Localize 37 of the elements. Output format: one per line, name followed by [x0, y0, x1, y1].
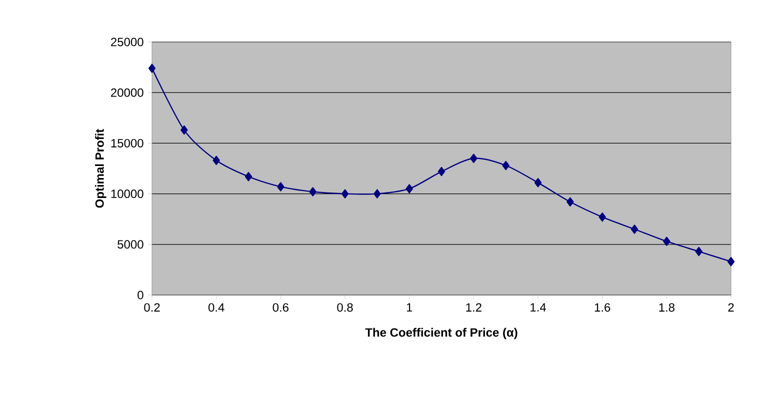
- point: [695, 246, 702, 256]
- point: [309, 187, 316, 196]
- x-tick-label: 1.4: [530, 303, 546, 312]
- x-tick-label: 1.6: [594, 303, 610, 312]
- y-tick-label: 25000: [111, 38, 144, 46]
- x-tick-label: 1: [406, 303, 412, 312]
- point: [566, 197, 574, 206]
- point: [212, 156, 220, 166]
- x-tick-label: 0.4: [208, 303, 224, 312]
- y-tick-label: 10000: [111, 190, 144, 198]
- point: [630, 224, 638, 234]
- x-tick-label: 0.8: [337, 303, 353, 312]
- point: [727, 257, 735, 266]
- point: [598, 212, 606, 222]
- x-axis-title: The Coefficient of Price (α): [365, 328, 518, 340]
- point: [502, 160, 510, 170]
- point: [438, 166, 446, 176]
- x-tick-label: 0.6: [272, 303, 288, 312]
- y-axis-title: Optimal Profit: [95, 128, 106, 208]
- x-tick-label: 2: [728, 303, 734, 312]
- y-tick-label: 15000: [111, 138, 144, 148]
- point: [180, 125, 188, 135]
- point: [470, 154, 478, 163]
- point: [341, 189, 349, 198]
- x-tick-label: 1.8: [659, 303, 674, 312]
- y-tick-label: 5000: [118, 240, 144, 249]
- point: [406, 184, 413, 194]
- point: [534, 178, 542, 188]
- x-tick-label: 0.2: [144, 303, 160, 312]
- y-tick-label: 20000: [111, 88, 144, 97]
- point: [663, 236, 670, 246]
- point: [374, 189, 381, 198]
- point: [148, 64, 156, 73]
- point: [277, 182, 284, 192]
- x-tick-label: 1.2: [466, 303, 482, 312]
- point: [244, 172, 252, 182]
- y-tick-label: 0: [138, 290, 144, 300]
